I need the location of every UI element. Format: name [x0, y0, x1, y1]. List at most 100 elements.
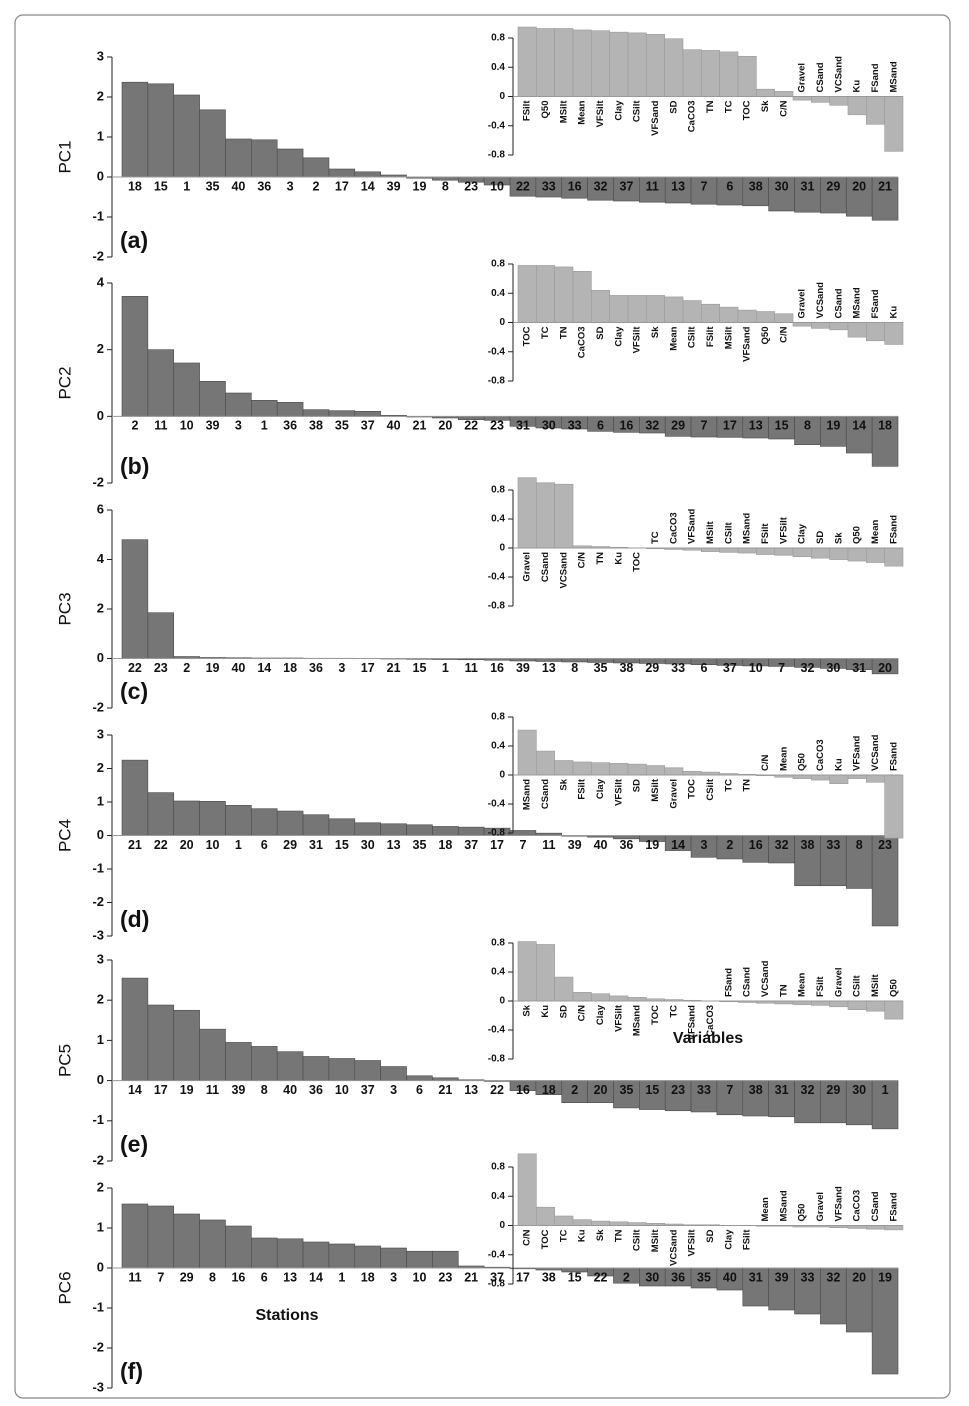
station-label: 22 [154, 838, 168, 852]
station-label: 18 [128, 179, 142, 193]
y-tick-label: -1 [92, 1112, 104, 1127]
variable-label: FSand [888, 515, 899, 544]
variable-label: Q50 [760, 327, 771, 345]
variable-label: Gravel [815, 1192, 826, 1222]
variable-label: VCSand [668, 1229, 679, 1266]
variable-label: Mean [870, 520, 881, 544]
station-label: 35 [594, 661, 608, 675]
bar [737, 547, 757, 554]
variable-label: FSand [870, 63, 881, 92]
bar [664, 1080, 692, 1112]
bar [794, 416, 821, 445]
bar [380, 823, 407, 836]
x-axis-label: Stations [255, 1307, 318, 1324]
bar [554, 266, 574, 323]
bar [829, 774, 849, 784]
station-label: 32 [801, 661, 815, 675]
station-label: 29 [283, 838, 297, 852]
y-tick-label: -3 [92, 927, 104, 942]
y-tick-label: 0 [97, 168, 104, 183]
variable-label: VFSilt [613, 1004, 624, 1032]
station-label: 23 [464, 179, 478, 193]
variable-label: MSand [778, 1190, 789, 1221]
station-label: 38 [801, 838, 815, 852]
bar [251, 139, 278, 178]
station-label: 40 [387, 419, 401, 433]
bar [536, 265, 555, 323]
variable-label: CSilt [632, 1229, 643, 1251]
variable-label: TOC [742, 100, 753, 120]
station-label: 10 [206, 838, 220, 852]
station-label: 33 [542, 179, 556, 193]
station-label: 13 [464, 1083, 478, 1097]
bar [554, 760, 574, 776]
y-tick-label: 0.4 [491, 1191, 505, 1202]
bar [591, 762, 610, 776]
y-tick-label: -1 [92, 860, 104, 875]
station-label: 22 [516, 179, 530, 193]
variable-label: TN [742, 779, 753, 792]
y-tick-label: -2 [92, 1339, 104, 1354]
station-label: 39 [516, 661, 530, 675]
variable-label: Mean [797, 973, 808, 997]
station-label: 30 [775, 179, 789, 193]
y-tick-label: 0.4 [491, 514, 505, 525]
station-label: 21 [878, 179, 892, 193]
bar [572, 991, 592, 1002]
station-label: 16 [749, 838, 763, 852]
bar [613, 176, 640, 202]
station-label: 6 [261, 838, 268, 852]
y-tick-label: 2 [97, 600, 104, 615]
station-label: 14 [128, 1083, 142, 1097]
bar [664, 176, 692, 204]
bar [811, 322, 830, 329]
y-tick-label: 0 [499, 317, 505, 328]
variable-label: TC [540, 326, 551, 339]
variable-label: CSilt [632, 100, 643, 122]
bar [147, 612, 175, 659]
station-label: 16 [516, 1083, 530, 1097]
variable-label: MSand [888, 61, 899, 92]
station-label: 37 [619, 179, 633, 193]
variable-label: Ku [540, 1005, 551, 1018]
variable-label: Ku [577, 1229, 588, 1242]
bar [251, 1046, 278, 1081]
station-label: 15 [413, 661, 427, 675]
bar [609, 995, 629, 1002]
bar [627, 295, 647, 323]
y-tick-label: -0.8 [488, 150, 506, 161]
bar [792, 774, 812, 779]
bar [719, 547, 739, 553]
y-tick-label: 1 [97, 1032, 104, 1047]
bar [432, 826, 459, 836]
bar [276, 1051, 304, 1081]
station-label: 16 [568, 179, 582, 193]
bar [701, 547, 720, 552]
variable-label: CSand [742, 967, 753, 997]
bar [811, 1000, 830, 1006]
bar [432, 1250, 459, 1269]
bar [199, 381, 226, 417]
bar [147, 349, 175, 417]
station-label: 37 [723, 661, 737, 675]
panel-label: (d) [120, 906, 149, 932]
y-tick-label: -0.4 [488, 120, 506, 131]
variable-label: Ku [613, 552, 624, 565]
bar [517, 477, 537, 549]
bar [591, 993, 610, 1002]
station-label: 31 [516, 419, 530, 433]
variable-label: CaCO3 [668, 512, 679, 544]
variable-label: FSand [870, 289, 881, 318]
bar [664, 296, 684, 323]
variable-label: VFSilt [613, 778, 624, 806]
bar [829, 96, 849, 106]
station-label: 3 [235, 419, 242, 433]
variable-label: SD [595, 326, 606, 339]
variable-label: Gravel [668, 779, 679, 809]
station-label: 39 [206, 419, 220, 433]
station-label: 33 [671, 661, 685, 675]
y-tick-label: 0.8 [491, 938, 505, 949]
y-tick-label: -0.4 [488, 1025, 506, 1036]
station-label: 15 [775, 419, 789, 433]
bar [866, 774, 885, 783]
